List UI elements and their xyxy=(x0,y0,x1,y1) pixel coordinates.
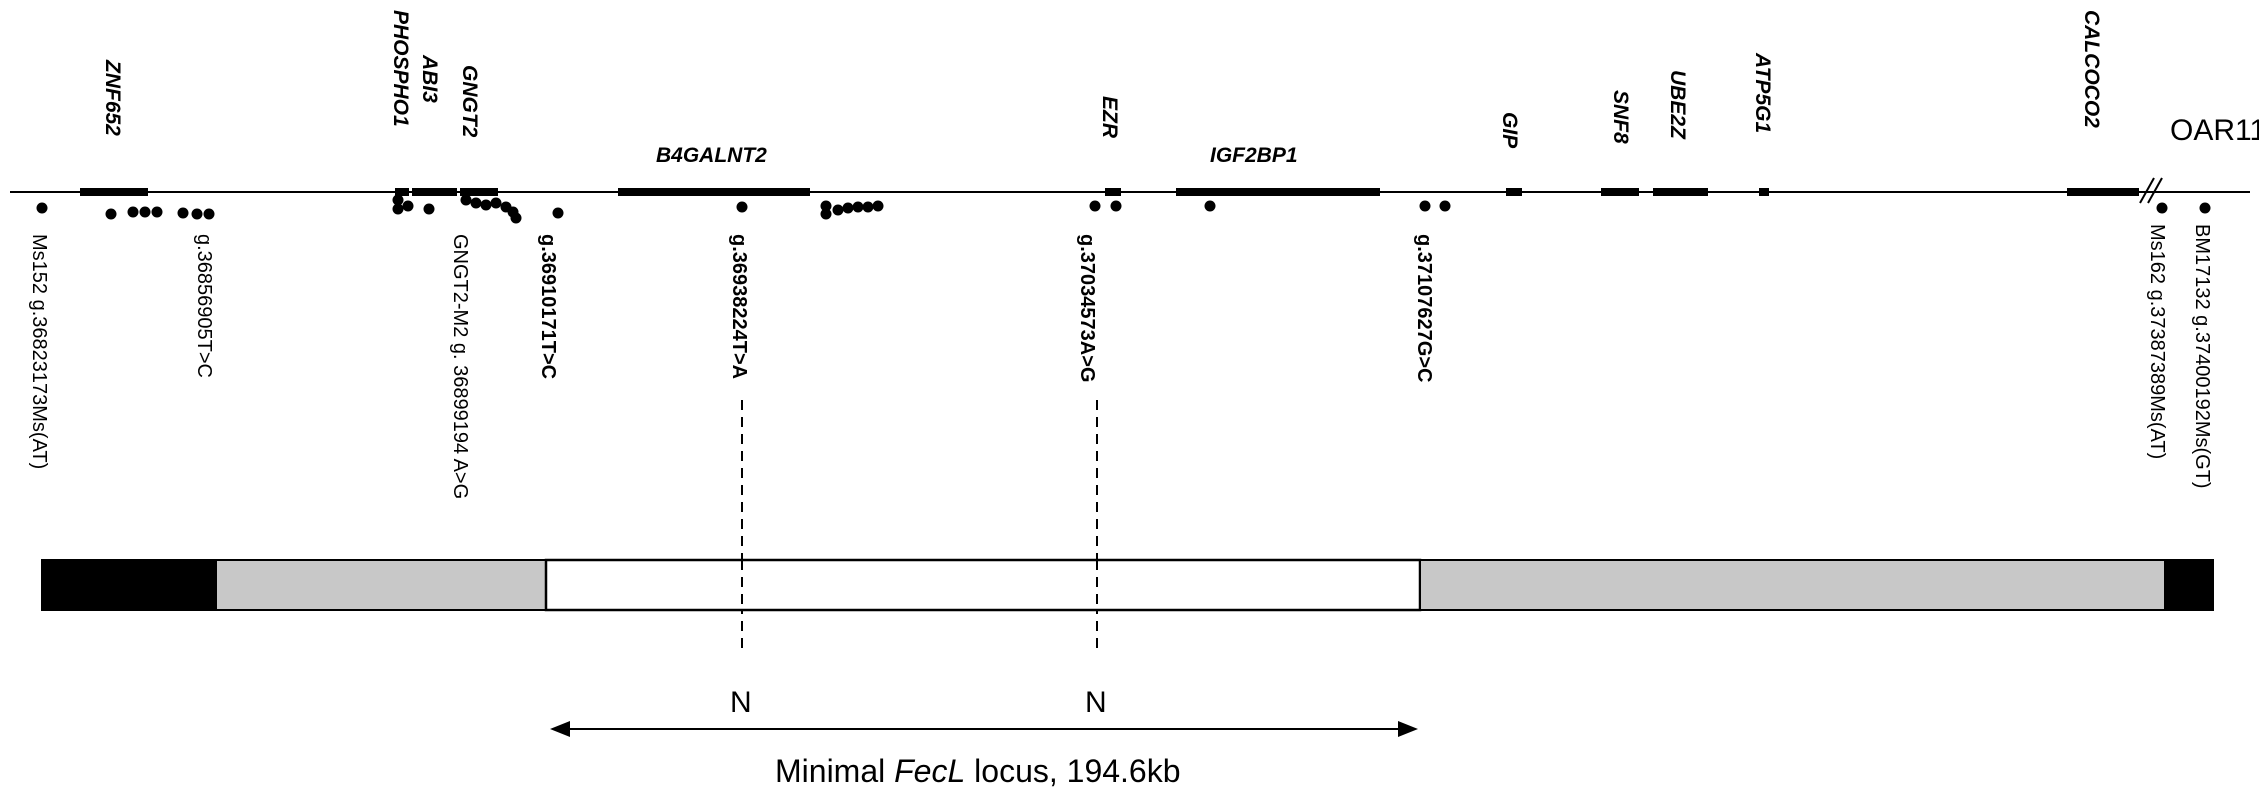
caption-prefix: Minimal xyxy=(775,753,894,789)
gene-label-ezr: EZR xyxy=(1098,96,1121,139)
marker-dot xyxy=(105,208,117,220)
marker-label-g36938224: g.36938224T>A xyxy=(728,234,750,379)
gene-label-igf2bp1: IGF2BP1 xyxy=(1210,144,1298,167)
gene-bar-ube2z xyxy=(1653,188,1708,196)
minimal-locus-arrow xyxy=(550,721,1418,737)
gene-label-abi3: ABI3 xyxy=(418,54,441,103)
caption-suffix: locus, 194.6kb xyxy=(965,753,1180,789)
marker-label-g36910171: g.36910171T>C xyxy=(537,234,559,379)
gene-bar-phospho1 xyxy=(395,188,409,196)
marker-labels: Ms152 g.36823173Ms(AT) g.36856905T>C GNG… xyxy=(28,224,2213,499)
haplotype-segment-black-right xyxy=(2164,559,2214,611)
gene-bar-calcoco2 xyxy=(2067,188,2139,196)
arrowhead-left-icon xyxy=(550,721,570,737)
haplotype-bar xyxy=(41,558,2214,612)
marker-dot xyxy=(820,200,832,212)
haplotype-segment-white-center xyxy=(544,558,1422,612)
arrowhead-right-icon xyxy=(1398,721,1418,737)
gene-bar-gip xyxy=(1506,188,1522,196)
marker-dot xyxy=(872,200,884,212)
gene-bar-ezr xyxy=(1105,188,1121,196)
marker-dot xyxy=(392,203,404,215)
marker-dot xyxy=(820,208,832,220)
haplotype-segment-grey-right xyxy=(1419,559,2166,611)
gene-label-ube2z: UBE2Z xyxy=(1666,70,1689,140)
marker-label-g37107627: g.37107627G>C xyxy=(1413,234,1435,382)
haplotype-segment-grey-left xyxy=(215,559,547,611)
marker-dot xyxy=(203,208,215,220)
marker-dot xyxy=(842,202,854,214)
marker-dot xyxy=(392,194,404,206)
marker-label-ms152: Ms152 g.36823173Ms(AT) xyxy=(28,234,50,469)
gene-bars xyxy=(80,188,2139,196)
marker-dot xyxy=(1204,200,1216,212)
marker-label-bm17132: BM17132 g.37400192Ms(GT) xyxy=(2191,224,2213,489)
marker-dot xyxy=(127,206,139,218)
marker-dot xyxy=(1089,200,1101,212)
marker-dot xyxy=(480,199,492,211)
break-mark-2 xyxy=(2147,177,2163,204)
marker-dot xyxy=(460,194,472,206)
marker-label-g36856905: g.36856905T>C xyxy=(193,234,215,378)
gene-bar-igf2bp1 xyxy=(1176,188,1380,196)
gene-bar-znf652 xyxy=(80,188,148,196)
gene-labels: ZNF652 PHOSPHO1 ABI3 GNGT2 B4GALNT2 EZR … xyxy=(101,10,2103,167)
gene-bar-gngt2 xyxy=(460,188,498,196)
marker-label-ms162: Ms162 g.37387389Ms(AT) xyxy=(2146,224,2168,459)
gene-label-atp5g1: ATP5G1 xyxy=(1751,52,1774,133)
haplotype-segment-black-left xyxy=(41,559,217,611)
gene-label-b4galnt2: B4GALNT2 xyxy=(656,144,767,167)
marker-label-gngt2-m2: GNGT2-M2 g. 36899194 A>G xyxy=(449,234,471,499)
marker-dot xyxy=(36,202,48,214)
marker-dot xyxy=(2199,202,2211,214)
caption-locus-name: FecL xyxy=(894,753,965,789)
marker-dot xyxy=(2156,202,2168,214)
n-label-left: N xyxy=(730,686,752,719)
gene-label-calcoco2: CALCOCO2 xyxy=(2080,10,2103,128)
marker-dot xyxy=(1439,200,1451,212)
marker-dot xyxy=(423,203,435,215)
break-mark-1 xyxy=(2139,177,2155,204)
marker-dot xyxy=(832,204,844,216)
marker-dot xyxy=(177,207,189,219)
marker-dot xyxy=(510,212,522,224)
gene-bar-b4galnt2 xyxy=(618,188,810,196)
chromosome-label: OAR11 xyxy=(2170,114,2259,147)
marker-dot xyxy=(736,201,748,213)
marker-dot xyxy=(490,197,502,209)
gene-label-snf8: SNF8 xyxy=(1609,90,1632,144)
gene-bar-atp5g1 xyxy=(1759,188,1769,196)
marker-label-g37034573: g.37034573A>G xyxy=(1076,234,1098,382)
marker-dot xyxy=(139,206,151,218)
locus-caption: Minimal FecL locus, 194.6kb xyxy=(775,753,1181,789)
gene-label-gngt2: GNGT2 xyxy=(458,65,481,138)
marker-dot xyxy=(1110,200,1122,212)
marker-dot xyxy=(470,197,482,209)
gene-bar-snf8 xyxy=(1601,188,1639,196)
gene-label-gip: GIP xyxy=(1498,112,1521,149)
gene-bar-abi3 xyxy=(412,188,457,196)
marker-dot xyxy=(552,207,564,219)
gene-label-znf652: ZNF652 xyxy=(101,59,124,136)
gene-label-phospho1: PHOSPHO1 xyxy=(389,10,412,127)
marker-dot xyxy=(862,201,874,213)
marker-dot xyxy=(1419,200,1431,212)
marker-dot xyxy=(191,208,203,220)
marker-dot xyxy=(852,201,864,213)
marker-dot xyxy=(151,206,163,218)
marker-dot xyxy=(402,200,414,212)
marker-dots xyxy=(36,194,2211,224)
n-label-right: N xyxy=(1085,686,1107,719)
